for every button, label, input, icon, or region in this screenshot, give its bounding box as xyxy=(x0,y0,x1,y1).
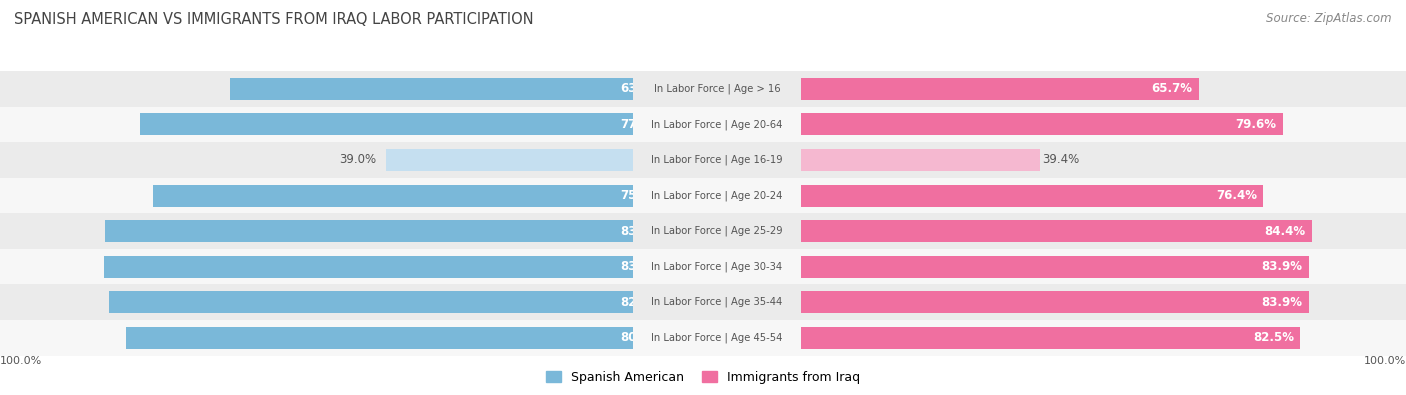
Text: 84.4%: 84.4% xyxy=(1264,225,1306,237)
Bar xyxy=(0,71,1406,107)
Bar xyxy=(108,291,633,313)
Bar xyxy=(801,78,1199,100)
Bar xyxy=(0,142,1406,178)
Text: 63.6%: 63.6% xyxy=(620,83,661,95)
Text: 83.9%: 83.9% xyxy=(1261,260,1302,273)
Bar xyxy=(801,327,1301,349)
Bar xyxy=(0,213,1406,249)
Text: 77.8%: 77.8% xyxy=(620,118,661,131)
Text: 39.4%: 39.4% xyxy=(1043,154,1080,166)
Bar xyxy=(801,291,1309,313)
Text: 79.6%: 79.6% xyxy=(1236,118,1277,131)
Bar xyxy=(0,320,1406,356)
Text: 83.9%: 83.9% xyxy=(1261,296,1302,308)
Text: 75.8%: 75.8% xyxy=(620,189,661,202)
Bar xyxy=(0,107,1406,142)
Bar xyxy=(801,149,1039,171)
Bar xyxy=(801,113,1282,135)
Text: Source: ZipAtlas.com: Source: ZipAtlas.com xyxy=(1267,12,1392,25)
Bar xyxy=(385,149,633,171)
Bar xyxy=(0,249,1406,284)
Bar xyxy=(153,184,633,207)
Bar xyxy=(0,213,1406,249)
Bar xyxy=(127,327,633,349)
Bar xyxy=(0,71,1406,107)
Text: SPANISH AMERICAN VS IMMIGRANTS FROM IRAQ LABOR PARTICIPATION: SPANISH AMERICAN VS IMMIGRANTS FROM IRAQ… xyxy=(14,12,534,27)
Text: 80.1%: 80.1% xyxy=(620,331,661,344)
Text: 76.4%: 76.4% xyxy=(1216,189,1257,202)
Text: In Labor Force | Age 20-64: In Labor Force | Age 20-64 xyxy=(651,119,783,130)
Bar xyxy=(105,220,633,242)
Bar xyxy=(0,284,1406,320)
Bar xyxy=(0,284,1406,320)
Bar xyxy=(801,256,1309,278)
Bar xyxy=(0,213,1406,249)
Text: 100.0%: 100.0% xyxy=(0,356,42,365)
Text: 83.5%: 83.5% xyxy=(620,260,661,273)
Bar xyxy=(801,184,1264,207)
Bar xyxy=(104,256,633,278)
Legend: Spanish American, Immigrants from Iraq: Spanish American, Immigrants from Iraq xyxy=(540,366,866,389)
Bar xyxy=(0,142,1406,178)
Bar xyxy=(0,178,1406,213)
Bar xyxy=(0,249,1406,284)
Bar xyxy=(141,113,633,135)
Bar xyxy=(0,284,1406,320)
Bar xyxy=(0,320,1406,356)
Text: 82.8%: 82.8% xyxy=(620,296,661,308)
Bar xyxy=(0,107,1406,142)
Text: 82.5%: 82.5% xyxy=(1253,331,1294,344)
Bar xyxy=(0,107,1406,142)
Bar xyxy=(0,249,1406,284)
Bar xyxy=(0,320,1406,356)
Text: 83.4%: 83.4% xyxy=(620,225,661,237)
Text: In Labor Force | Age 45-54: In Labor Force | Age 45-54 xyxy=(651,333,783,343)
Text: In Labor Force | Age 30-34: In Labor Force | Age 30-34 xyxy=(651,261,783,272)
Bar xyxy=(0,178,1406,213)
Bar xyxy=(231,78,633,100)
Bar xyxy=(0,178,1406,213)
Text: In Labor Force | Age 16-19: In Labor Force | Age 16-19 xyxy=(651,155,783,165)
Text: In Labor Force | Age 25-29: In Labor Force | Age 25-29 xyxy=(651,226,783,236)
Text: In Labor Force | Age > 16: In Labor Force | Age > 16 xyxy=(654,84,780,94)
Text: 39.0%: 39.0% xyxy=(339,154,377,166)
Bar xyxy=(801,220,1312,242)
Bar xyxy=(0,71,1406,107)
Text: In Labor Force | Age 20-24: In Labor Force | Age 20-24 xyxy=(651,190,783,201)
Text: 65.7%: 65.7% xyxy=(1152,83,1192,95)
Bar xyxy=(0,142,1406,178)
Text: 100.0%: 100.0% xyxy=(1364,356,1406,365)
Text: In Labor Force | Age 35-44: In Labor Force | Age 35-44 xyxy=(651,297,783,307)
